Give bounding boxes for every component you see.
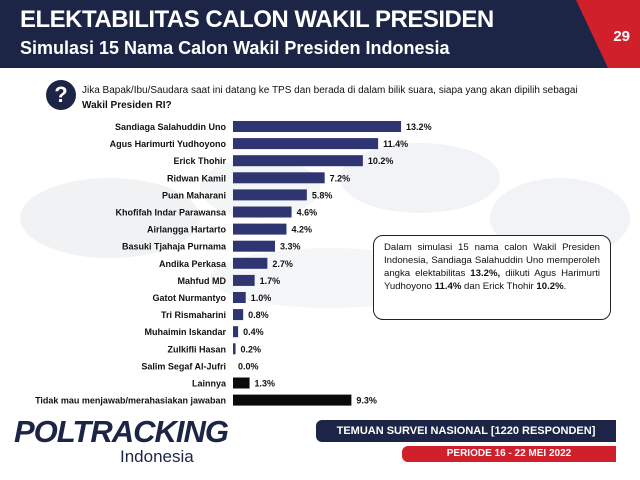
page-title: ELEKTABILITAS CALON WAKIL PRESIDEN <box>20 6 494 33</box>
callout-text-1: Dalam simulasi 15 nama calon Wakil Presi… <box>384 242 600 279</box>
page-number: 29 <box>613 28 630 45</box>
value-label: 10.2% <box>368 156 394 166</box>
bar <box>233 189 307 201</box>
bar <box>233 274 255 286</box>
value-label: 3.3% <box>280 242 301 252</box>
callout-value-2: 11.4% <box>434 281 462 292</box>
summary-callout: Dalam simulasi 15 nama calon Wakil Presi… <box>373 235 611 320</box>
category-label: Lainnya <box>192 379 227 389</box>
logo-subtext: Indonesia <box>120 447 194 466</box>
logo-wordmark: POLTRACKING <box>14 414 229 449</box>
bar <box>233 343 236 355</box>
bar <box>233 206 292 218</box>
bar <box>233 240 276 252</box>
category-label: Tri Rismaharini <box>161 310 226 320</box>
question-text: Jika Bapak/Ibu/Saudara saat ini datang k… <box>82 85 578 96</box>
value-label: 1.7% <box>260 276 281 286</box>
category-label: Ridwan Kamil <box>167 173 226 183</box>
value-label: 0.0% <box>238 361 259 371</box>
value-label: 2.7% <box>272 259 293 269</box>
callout-text-2: diikuti Agus Harimurti Yudhoyono <box>384 268 600 292</box>
survey-banner: TEMUAN SURVEI NASIONAL [1220 RESPONDEN] <box>316 420 616 442</box>
question-emphasis: Wakil Presiden RI? <box>82 100 172 111</box>
category-label: Sandiaga Salahuddin Uno <box>115 122 227 132</box>
callout-text-4: . <box>563 281 567 292</box>
category-label: Basuki Tjahaja Purnama <box>122 242 227 252</box>
bar <box>233 292 246 303</box>
category-label: Agus Harimurti Yudhoyono <box>110 139 227 149</box>
category-label: Tidak mau menjawab/merahasiakan jawaban <box>35 396 226 406</box>
page-subtitle: Simulasi 15 Nama Calon Wakil Presiden In… <box>20 38 450 58</box>
bar <box>233 326 239 338</box>
value-label: 7.2% <box>330 173 351 183</box>
bar <box>233 394 352 406</box>
value-label: 1.3% <box>255 379 276 389</box>
header-banner: ELEKTABILITAS CALON WAKIL PRESIDEN Simul… <box>0 0 640 68</box>
bar <box>233 257 268 269</box>
bar <box>233 155 363 167</box>
value-label: 1.0% <box>251 293 272 303</box>
category-label: Andika Perkasa <box>159 259 227 269</box>
category-label: Puan Maharani <box>162 190 226 200</box>
page-corner-decoration <box>576 0 640 68</box>
value-label: 0.2% <box>241 344 262 354</box>
survey-question: Jika Bapak/Ibu/Saudara saat ini datang k… <box>82 83 622 113</box>
category-label: Gatot Nurmantyo <box>152 293 226 303</box>
bar <box>233 309 244 321</box>
value-label: 4.6% <box>297 208 318 218</box>
elektabilitas-bar-chart: Sandiaga Salahuddin Uno 13.2% Agus Harimur… <box>35 121 432 406</box>
period-banner: PERIODE 16 - 22 MEI 2022 <box>402 446 616 462</box>
callout-value-1: 13.2%, <box>470 268 501 279</box>
callout-value-3: 10.2% <box>536 281 564 292</box>
bar <box>233 121 402 132</box>
bar <box>233 223 287 235</box>
bar <box>233 377 250 389</box>
value-label: 9.3% <box>356 396 377 406</box>
category-label: Zulkifli Hasan <box>167 344 226 354</box>
category-label: Salim Segaf Al-Jufri <box>141 361 226 371</box>
value-label: 13.2% <box>406 122 432 132</box>
question-mark-icon: ? <box>46 80 76 110</box>
category-label: Khofifah Indar Parawansa <box>115 208 227 218</box>
category-label: Airlangga Hartarto <box>147 225 227 235</box>
value-label: 11.4% <box>383 139 408 149</box>
value-label: 4.2% <box>291 225 312 235</box>
category-label: Erick Thohir <box>173 156 226 166</box>
callout-text-3: dan Erick Thohir <box>464 281 534 292</box>
bar <box>233 138 379 150</box>
category-label: Muhaimin Iskandar <box>144 327 226 337</box>
bar <box>233 172 325 184</box>
poltracking-logo: POLTRACKING Indonesia <box>14 414 234 466</box>
value-label: 0.4% <box>243 327 264 337</box>
value-label: 5.8% <box>312 190 333 200</box>
value-label: 0.8% <box>248 310 269 320</box>
category-label: Mahfud MD <box>178 276 227 286</box>
